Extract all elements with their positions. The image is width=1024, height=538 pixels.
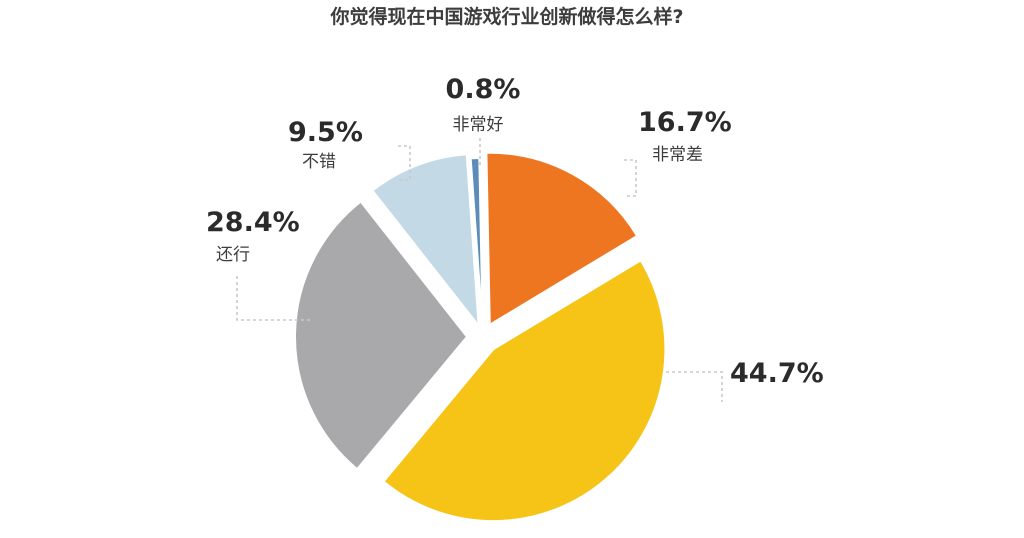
pie-slice-good [370, 153, 480, 329]
data-label-okay-value: 28.4% [206, 207, 300, 238]
chart-title: 你觉得现在中国游戏行业创新做得怎么样? [329, 5, 683, 28]
data-label-okay-category: 还行 [216, 245, 250, 265]
pie-slice-largest [382, 259, 667, 523]
pie-slices [294, 151, 667, 523]
data-label-largest-value: 44.7% [730, 358, 824, 389]
data-label-very-good-value: 0.8% [446, 74, 521, 105]
leader-line-very-bad [624, 159, 637, 197]
leader-lines [236, 138, 723, 402]
data-label-good-value: 9.5% [288, 117, 363, 148]
pie-slice-okay [294, 200, 469, 471]
data-label-very-bad-category: 非常差 [652, 145, 703, 165]
leader-line-largest [666, 371, 723, 402]
pie-slice-very-bad [485, 151, 639, 327]
data-label-very-good-category: 非常好 [453, 115, 504, 135]
leader-line-good [398, 145, 411, 181]
data-label-very-bad-value: 16.7% [638, 107, 732, 138]
leader-line-okay [236, 276, 310, 321]
data-label-good-category: 不错 [302, 152, 336, 172]
